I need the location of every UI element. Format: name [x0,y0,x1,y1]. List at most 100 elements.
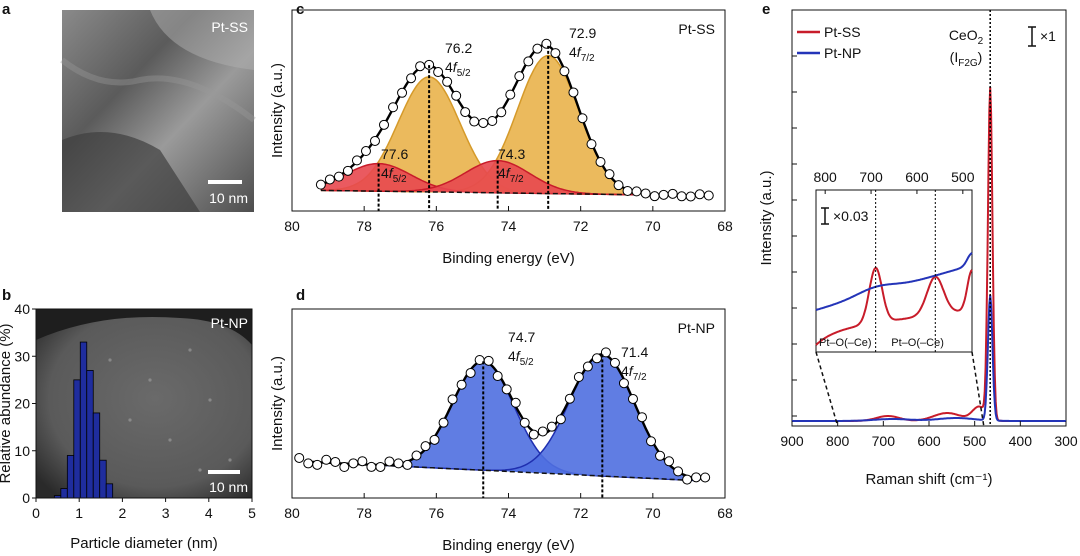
background-line [320,189,635,196]
inset-connector [815,351,839,427]
data-point [429,434,440,445]
data-point [483,355,494,366]
x-axis-label: Binding energy (eV) [442,250,575,267]
data-point [460,107,471,118]
data-point [411,450,422,461]
peak-orbital-label: 4f5/2 [381,165,407,185]
histogram-bar [73,379,81,499]
legend-label: Pt-NP [824,45,861,61]
x-tick-label: 900 [780,433,804,449]
data-point [577,113,588,124]
x-tick-label: 4 [205,505,213,521]
peak-orbital-label: 4f7/2 [621,363,647,383]
x-tick-label: 1 [75,505,83,521]
panel-label-d: d [296,287,305,304]
plot-title: Pt-NP [678,320,715,336]
data-point [478,117,489,128]
data-point [613,180,624,191]
x-tick-label: 500 [963,433,987,449]
data-point [655,450,666,461]
data-point [330,456,341,467]
x-tick-label: 74 [501,505,517,521]
data-point [397,87,408,98]
data-point [456,379,467,390]
data-point [393,458,404,469]
y-tick-label: 0 [22,490,30,506]
data-point [685,191,696,202]
peak-fill [310,361,697,481]
x-tick-label: 5 [248,505,256,521]
data-point [342,165,353,176]
panel-label-a: a [2,1,11,18]
histogram-bar [66,455,75,499]
x-tick-label: 80 [284,218,300,234]
peak-fill [310,354,697,481]
y-axis-label: Intensity (a.u.) [269,356,286,451]
panel-label-e: e [762,1,770,18]
data-point [402,459,413,470]
data-point [312,459,323,470]
x-axis-label: Binding energy (eV) [442,537,575,554]
data-point [546,421,557,432]
data-point [415,61,426,72]
data-point [375,461,386,472]
data-point [568,87,579,98]
x-tick-label: 0 [32,505,40,521]
scale-text: ×1 [1040,28,1056,44]
data-point [676,191,687,202]
peak-annotation: CeO2 [949,27,984,47]
x-axis-label: Raman shift (cm⁻¹) [865,471,992,488]
data-point [420,441,431,452]
peak-orbital-label: 4f7/2 [569,44,595,64]
data-point [384,456,395,467]
data-point [550,48,561,59]
data-point [555,414,566,425]
data-point [465,367,476,378]
x-tick-label: 2 [119,505,127,521]
inset-x-tick-label: 700 [859,169,883,185]
data-point [573,371,584,382]
x-tick-label: 76 [429,505,445,521]
scale-bar-icon [1028,26,1036,47]
data-point [424,59,435,70]
x-tick-label: 78 [356,505,372,521]
x-tick-label: 70 [645,218,661,234]
data-point [700,472,711,483]
data-point [604,169,615,180]
histogram-bar [99,459,107,499]
x-tick-label: 700 [872,433,896,449]
inset-scale-text: ×0.03 [833,208,869,224]
data-point [294,452,305,463]
x-tick-label: 74 [501,218,517,234]
data-point [591,353,602,364]
peak-energy-label: 71.4 [621,344,648,360]
inset-x-tick-label: 500 [951,169,975,185]
data-point [640,188,651,199]
data-point [537,426,548,437]
data-point [582,361,593,372]
image-label-b: Pt-NP [211,315,248,331]
xps-plot-d: 74.7 4f5/2 71.4 4f7/2 80 78 76 74 72 70 68 Pt-NP Bin… [269,308,733,554]
y-tick-label: 40 [14,301,30,317]
data-point [315,179,326,190]
data-point [369,135,380,146]
data-point [366,461,377,472]
raman-plot-e: Pt-SS Pt-NP CeO2(IF2G) ×1 800 700 600 500 Pt–O(–… [758,9,1078,488]
data-point [469,116,480,127]
data-point [438,417,449,428]
data-point [447,394,458,405]
data-point [324,174,335,185]
data-point [379,119,390,130]
plot-title: Pt-SS [678,21,715,37]
data-point [703,190,714,201]
panel-label-b: b [2,287,11,304]
data-point [673,466,684,477]
inset-scale-icon [821,207,829,225]
data-point [510,397,521,408]
inset-x-tick-label: 600 [905,169,929,185]
peak-fill [320,163,635,195]
x-tick-label: 600 [917,433,941,449]
x-tick-label: 68 [717,505,733,521]
y-axis-label: Intensity (a.u.) [758,170,775,265]
